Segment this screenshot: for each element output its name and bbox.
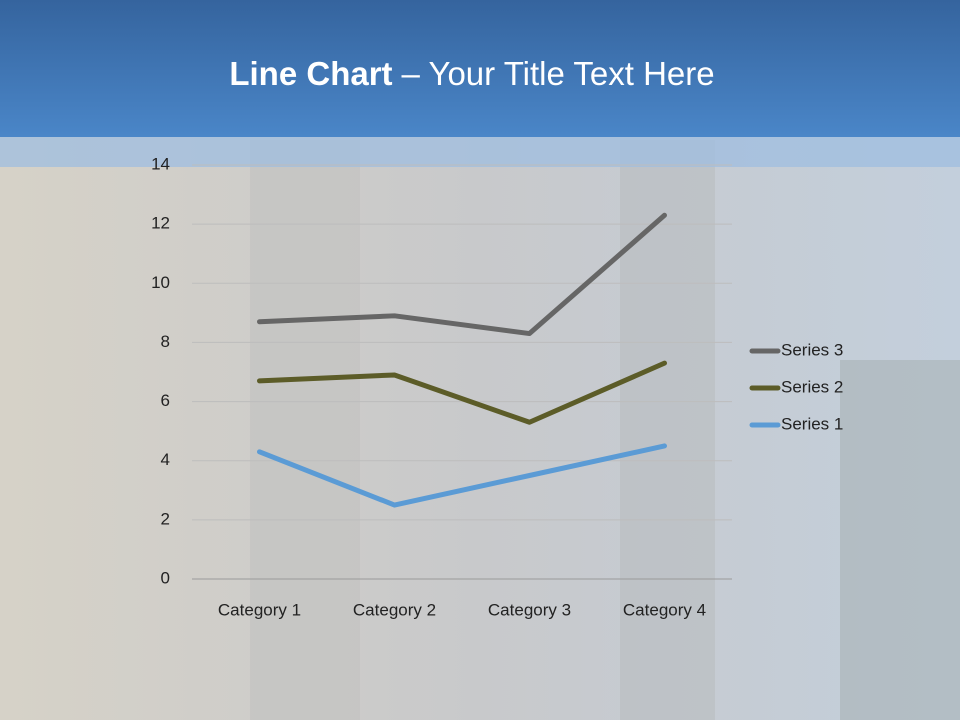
tree-shade <box>840 360 960 720</box>
y-tick-label: 8 <box>161 332 170 351</box>
x-tick-label: Category 2 <box>353 600 436 619</box>
header-strip <box>0 137 960 167</box>
legend-label: Series 1 <box>781 414 843 433</box>
series-line <box>257 360 667 425</box>
x-tick-label: Category 4 <box>623 600 706 619</box>
x-tick-label: Category 1 <box>218 600 301 619</box>
legend-label: Series 3 <box>781 340 843 359</box>
y-tick-label: 6 <box>161 391 170 410</box>
slide-title: Line Chart – Your Title Text Here <box>229 55 714 92</box>
chart: 0 2 4 6 8 10 12 14 Category 1 Category 2 Category … <box>151 154 843 619</box>
y-tick-label: 14 <box>151 154 170 173</box>
x-tick-label: Category 3 <box>488 600 571 619</box>
y-tick-label: 4 <box>161 450 170 469</box>
y-tick-label: 0 <box>161 568 170 587</box>
series-line <box>257 443 667 508</box>
building-shade <box>620 140 715 720</box>
series-line <box>257 212 667 337</box>
y-tick-label: 12 <box>151 214 170 233</box>
header-band <box>0 0 960 137</box>
building-shade <box>250 140 360 720</box>
y-tick-label: 10 <box>151 273 170 292</box>
title-rest: – Your Title Text Here <box>402 55 715 92</box>
legend-label: Series 2 <box>781 377 843 396</box>
y-tick-label: 2 <box>161 509 170 528</box>
title-bold: Line Chart <box>229 55 392 92</box>
